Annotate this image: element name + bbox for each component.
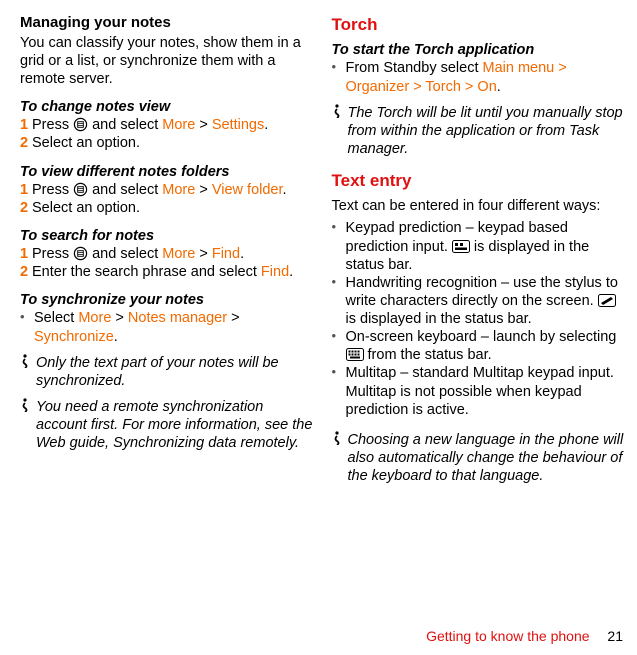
step-number: 1 xyxy=(20,116,32,134)
step-number: 2 xyxy=(20,134,32,152)
bullet-row: Keypad prediction – keypad based predict… xyxy=(332,219,628,273)
footer-text: Getting to know the phone xyxy=(426,628,589,644)
step-row: 1 Press and select More > Find. xyxy=(20,245,316,263)
step-number: 1 xyxy=(20,245,32,263)
step-row: 1 Press and select More > Settings. xyxy=(20,116,316,134)
bullet-icon xyxy=(332,219,346,273)
columns: Managing your notes You can classify you… xyxy=(20,14,627,485)
left-column: Managing your notes You can classify you… xyxy=(20,14,316,485)
step-text: Select an option. xyxy=(32,199,316,217)
keypad-predict-icon xyxy=(452,240,470,253)
info-note: Only the text part of your notes will be… xyxy=(20,354,316,390)
menu-key-icon xyxy=(73,182,88,197)
step-number: 1 xyxy=(20,181,32,199)
handwriting-icon xyxy=(598,294,616,307)
bullet-icon xyxy=(332,59,346,95)
note-text: Only the text part of your notes will be… xyxy=(36,354,316,390)
step-text: Press and select More > Settings. xyxy=(32,116,316,134)
bullet-row: On-screen keyboard – launch by selecting… xyxy=(332,328,628,364)
step-text: Select an option. xyxy=(32,134,316,152)
page-number: 21 xyxy=(607,628,623,644)
step-row: 2 Select an option. xyxy=(20,134,316,152)
subhead-search-notes: To search for notes xyxy=(20,227,316,245)
bullet-text: Handwriting recognition – use the stylus… xyxy=(346,274,628,328)
bullet-icon xyxy=(20,309,34,345)
bullet-icon xyxy=(332,274,346,328)
menu-key-icon xyxy=(73,117,88,132)
info-icon xyxy=(20,354,36,390)
step-row: 2 Enter the search phrase and select Fin… xyxy=(20,263,316,281)
bullet-icon xyxy=(332,328,346,364)
info-note: The Torch will be lit until you manually… xyxy=(332,104,628,158)
onscreen-keyboard-icon xyxy=(346,348,364,361)
info-icon xyxy=(332,104,348,158)
bullet-text: Keypad prediction – keypad based predict… xyxy=(346,219,628,273)
step-number: 2 xyxy=(20,199,32,217)
note-text: You need a remote synchronization accoun… xyxy=(36,398,316,452)
info-note: Choosing a new language in the phone wil… xyxy=(332,431,628,485)
bullet-icon xyxy=(332,364,346,418)
page-footer: Getting to know the phone 21 xyxy=(426,628,623,646)
step-text: Enter the search phrase and select Find. xyxy=(32,263,316,281)
heading-text-entry: Text entry xyxy=(332,170,628,191)
bullet-row: From Standby select Main menu > Organize… xyxy=(332,59,628,95)
heading-managing-notes: Managing your notes xyxy=(20,14,316,33)
right-column: Torch To start the Torch application Fro… xyxy=(332,14,628,485)
note-text: Choosing a new language in the phone wil… xyxy=(348,431,628,485)
bullet-row: Handwriting recognition – use the stylus… xyxy=(332,274,628,328)
text-entry-intro: Text can be entered in four different wa… xyxy=(332,197,628,215)
step-row: 1 Press and select More > View folder. xyxy=(20,181,316,199)
bullet-text: Select More > Notes manager > Synchroniz… xyxy=(34,309,316,345)
info-note: You need a remote synchronization accoun… xyxy=(20,398,316,452)
step-row: 2 Select an option. xyxy=(20,199,316,217)
step-number: 2 xyxy=(20,263,32,281)
note-text: The Torch will be lit until you manually… xyxy=(348,104,628,158)
managing-body: You can classify your notes, show them i… xyxy=(20,34,316,88)
heading-torch: Torch xyxy=(332,14,628,35)
bullet-text: On-screen keyboard – launch by selecting… xyxy=(346,328,628,364)
menu-key-icon xyxy=(73,246,88,261)
step-text: Press and select More > Find. xyxy=(32,245,316,263)
step-text: Press and select More > View folder. xyxy=(32,181,316,199)
info-icon xyxy=(20,398,36,452)
bullet-text: Multitap – standard Multitap keypad inpu… xyxy=(346,364,628,418)
info-icon xyxy=(332,431,348,485)
bullet-text: From Standby select Main menu > Organize… xyxy=(346,59,628,95)
subhead-view-folders: To view different notes folders xyxy=(20,163,316,181)
subhead-sync-notes: To synchronize your notes xyxy=(20,291,316,309)
subhead-change-view: To change notes view xyxy=(20,98,316,116)
subhead-torch-start: To start the Torch application xyxy=(332,41,628,59)
bullet-row: Select More > Notes manager > Synchroniz… xyxy=(20,309,316,345)
bullet-row: Multitap – standard Multitap keypad inpu… xyxy=(332,364,628,418)
